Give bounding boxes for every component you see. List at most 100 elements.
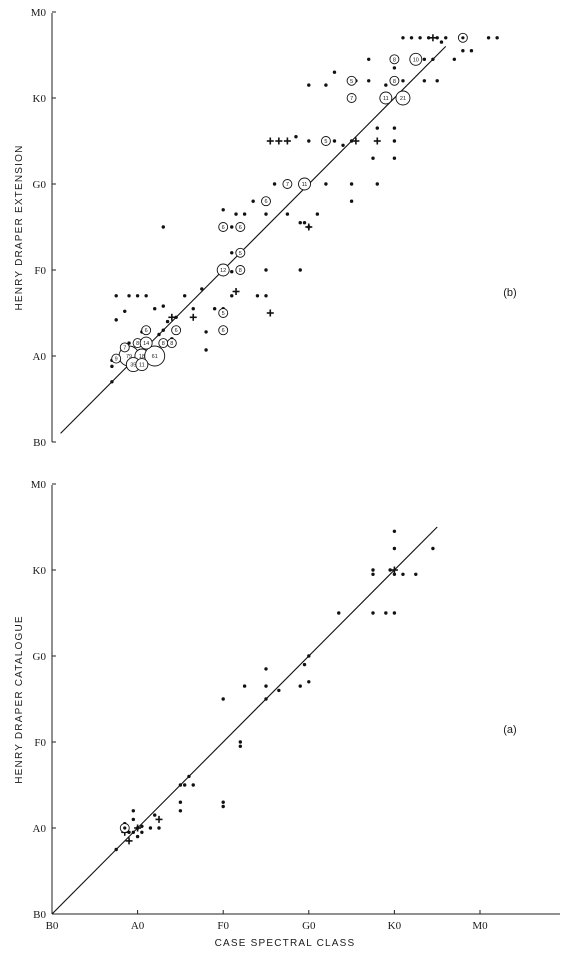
data-point <box>264 268 268 272</box>
count-circle <box>218 325 229 336</box>
y-tick-label: G0 <box>33 651 47 663</box>
data-point <box>435 36 439 40</box>
data-point <box>242 684 247 688</box>
data-point <box>298 268 302 272</box>
count-circle <box>235 247 246 258</box>
data-point <box>315 212 320 216</box>
data-point <box>264 212 268 216</box>
y-tick-label: F0 <box>34 737 46 749</box>
data-cross <box>232 288 240 295</box>
data-point <box>221 804 225 809</box>
y-axis-label: HENRY DRAPER CATALOGUE <box>14 615 25 783</box>
data-point <box>426 36 431 40</box>
count-dot <box>123 826 127 830</box>
data-point <box>242 212 247 216</box>
data-cross <box>266 309 274 317</box>
x-tick-label: F0 <box>217 920 229 932</box>
data-point <box>452 57 457 61</box>
data-point <box>135 834 140 839</box>
x-tick-label: B0 <box>46 920 59 932</box>
count-label: 8 <box>170 341 173 347</box>
count-label: 61 <box>152 354 158 360</box>
count-label: 5 <box>222 311 225 317</box>
data-point <box>212 307 217 311</box>
data-point <box>392 546 397 551</box>
count-circle <box>171 325 182 336</box>
data-point <box>157 332 161 337</box>
y-tick-label: F0 <box>34 265 46 277</box>
count-label: 14 <box>143 341 149 347</box>
data-point <box>153 813 157 817</box>
data-point <box>298 221 302 225</box>
data-point <box>161 304 165 308</box>
x-tick-label: K0 <box>388 920 402 932</box>
count-label: 79 <box>126 354 132 360</box>
count-label: 7 <box>286 182 289 188</box>
count-circle <box>119 342 130 353</box>
data-point <box>307 83 311 87</box>
data-point <box>422 57 427 61</box>
count-label: 8 <box>136 341 139 347</box>
data-point <box>178 809 183 813</box>
data-point <box>182 294 187 298</box>
data-point <box>264 684 268 688</box>
data-point <box>431 57 435 61</box>
data-point <box>307 680 311 684</box>
count-circle <box>379 91 393 105</box>
data-point <box>161 328 165 332</box>
data-point <box>131 830 136 834</box>
data-point <box>200 287 204 291</box>
data-point <box>140 830 144 834</box>
data-point <box>349 199 354 203</box>
data-point <box>238 740 243 744</box>
count-label: 9 <box>115 357 118 363</box>
count-circle <box>111 353 122 364</box>
data-point <box>110 364 114 369</box>
count-circle <box>166 338 177 349</box>
data-point <box>486 36 491 40</box>
count-circle <box>389 54 400 65</box>
data-point <box>324 83 328 87</box>
count-circle <box>282 179 293 189</box>
y-tick-label: K0 <box>33 93 47 105</box>
data-point <box>298 684 302 688</box>
data-point <box>131 817 136 822</box>
count-label: 8 <box>393 79 396 85</box>
data-point <box>165 319 170 324</box>
data-point <box>238 744 243 748</box>
data-point <box>435 79 439 83</box>
data-point <box>392 66 397 70</box>
data-point <box>204 330 208 334</box>
y-tick-label: A0 <box>33 823 47 835</box>
data-point <box>332 70 337 74</box>
data-point <box>140 824 144 828</box>
data-point <box>144 294 148 298</box>
count-circle <box>141 325 152 336</box>
data-point <box>332 139 337 143</box>
data-point <box>114 294 118 298</box>
count-circle <box>218 222 229 232</box>
count-circle <box>235 222 246 232</box>
data-cross <box>168 313 176 321</box>
count-label: 8 <box>239 268 242 274</box>
data-cross <box>134 824 142 832</box>
data-point <box>388 568 392 572</box>
data-point <box>221 800 225 804</box>
count-label: 8 <box>162 341 165 347</box>
y-tick-label: G0 <box>33 179 47 191</box>
data-point <box>367 57 371 61</box>
data-cross <box>429 34 437 42</box>
data-point <box>114 318 118 322</box>
data-point <box>469 49 474 53</box>
data-cross <box>373 137 381 145</box>
data-point <box>191 783 195 787</box>
y-tick-label: K0 <box>33 565 47 577</box>
data-point <box>307 139 311 143</box>
data-point <box>349 182 354 186</box>
data-point <box>384 611 388 615</box>
x-tick-label: M0 <box>472 920 488 932</box>
diagonal-line <box>60 46 447 434</box>
x-axis-label: CASE SPECTRAL CLASS <box>215 938 356 949</box>
